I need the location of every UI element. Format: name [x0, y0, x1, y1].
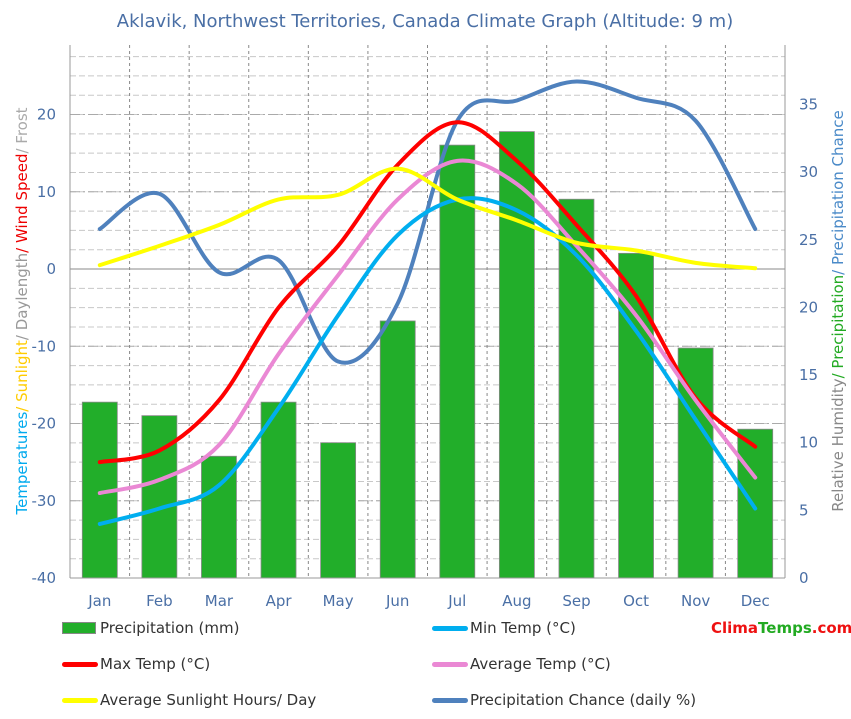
x-tick-label: Jan: [87, 592, 111, 610]
precipitation-bar: [618, 252, 654, 579]
right-tick-label: 10: [799, 434, 818, 452]
x-tick-label: May: [323, 592, 354, 610]
chart-title: Aklavik, Northwest Territories, Canada C…: [117, 11, 733, 32]
right-tick-label: 15: [799, 366, 818, 384]
legend-item: Precipitation (mm): [62, 619, 239, 637]
series-line-precipitation-chance-daily: [97, 79, 758, 365]
x-tick-label: Apr: [266, 592, 293, 610]
x-tick-label: Sep: [562, 592, 590, 610]
legend-label: Precipitation (mm): [100, 619, 240, 637]
x-tick-label: Jul: [447, 592, 466, 610]
left-tick-label: 20: [37, 106, 56, 124]
series-line-min-temp-c: [97, 196, 758, 526]
axis-label-part: / Precipitation Chance: [829, 110, 847, 275]
legend-label: Precipitation Chance (daily %): [470, 691, 697, 709]
legend-label: Min Temp (°C): [470, 619, 576, 637]
precipitation-bar: [141, 415, 178, 579]
precipitation-bar: [379, 320, 416, 579]
x-tick-label: Jun: [385, 592, 409, 610]
x-tick-label: Aug: [502, 592, 531, 610]
brand-logo[interactable]: ClimaTemps.com: [711, 619, 851, 637]
left-tick-label: -30: [32, 492, 57, 510]
axis-label-part: / Wind Speed: [13, 154, 31, 253]
left-tick-label: 0: [46, 260, 56, 278]
legend-label: Average Temp (°C): [470, 655, 611, 673]
right-tick-label: 35: [799, 96, 818, 114]
precipitation-bar: [439, 144, 476, 579]
precipitation-bar: [558, 198, 595, 579]
legend-item: Max Temp (°C): [62, 655, 210, 673]
x-tick-label: Feb: [146, 592, 173, 610]
chart-svg: Aklavik, Northwest Territories, Canada C…: [13, 11, 847, 610]
series-line-average-temp-c: [97, 158, 758, 496]
precipitation-bar: [260, 401, 297, 579]
axis-label-part: Relative Humidity: [829, 378, 847, 511]
precipitation-bar: [737, 428, 774, 579]
right-tick-label: 5: [799, 501, 809, 519]
axis-label-part: / Daylength: [13, 253, 31, 340]
axis-label-part: Temperatures: [13, 412, 31, 516]
legend-swatch: [432, 661, 468, 667]
x-tick-label: Dec: [741, 592, 770, 610]
legend-label: Max Temp (°C): [100, 655, 211, 673]
axis-label-part: / Sunlight: [13, 340, 31, 412]
legend-item: Average Temp (°C): [432, 655, 611, 673]
precipitation-bar: [498, 131, 535, 579]
left-axis-label: Temperatures/ Sunlight/ Daylength/ Wind …: [13, 107, 31, 515]
right-tick-label: 0: [799, 569, 809, 587]
right-axis-label: Relative Humidity/ Precipitation/ Precip…: [829, 110, 847, 511]
right-tick-label: 20: [799, 298, 818, 316]
legend-swatch: [62, 661, 98, 667]
legend-swatch: [432, 697, 468, 703]
right-tick-label: 30: [799, 163, 818, 181]
legend-swatch: [432, 625, 468, 631]
legend-item: Average Sunlight Hours/ Day: [62, 691, 316, 709]
precipitation-bar: [320, 442, 357, 579]
left-tick-label: -40: [32, 569, 57, 587]
right-tick-label: 25: [799, 231, 818, 249]
x-tick-label: Mar: [205, 592, 234, 610]
legend-swatch: [62, 697, 98, 703]
series-line-max-temp-c: [97, 120, 758, 465]
axis-label-part: / Frost: [13, 107, 31, 153]
legend-swatch: [62, 622, 96, 634]
legend-item: Precipitation Chance (daily %): [432, 691, 696, 709]
left-tick-label: 10: [37, 183, 56, 201]
axis-label-part: / Precipitation: [829, 275, 847, 379]
legend-label: Average Sunlight Hours/ Day: [100, 691, 317, 709]
legend-item: Min Temp (°C): [432, 619, 576, 637]
series-line-average-sunlight-hours-day: [97, 166, 758, 271]
x-tick-label: Nov: [681, 592, 710, 610]
x-tick-label: Oct: [623, 592, 649, 610]
left-tick-label: -10: [32, 337, 57, 355]
left-tick-label: -20: [32, 415, 57, 433]
